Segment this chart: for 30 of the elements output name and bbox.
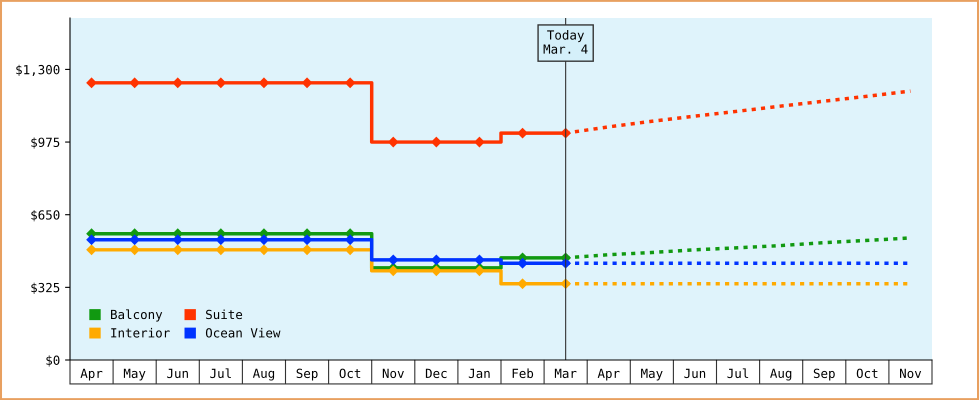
legend-label: Suite xyxy=(206,309,242,320)
y-tick-label: $650 xyxy=(31,210,60,222)
x-tick-label: Jul xyxy=(210,368,231,378)
x-tick-label: Aug xyxy=(252,368,274,380)
x-tick-label: Apr xyxy=(598,368,620,380)
x-tick-label: Nov xyxy=(382,368,404,378)
x-tick-label: Mar xyxy=(554,368,576,378)
x-tick-label: May xyxy=(124,368,146,380)
x-tick-label: Jun xyxy=(167,368,188,378)
legend-label: Interior xyxy=(111,328,170,338)
y-tick-label: $975 xyxy=(31,137,60,149)
legend-label: Ocean View xyxy=(206,328,280,338)
x-tick-label: Oct xyxy=(856,368,878,378)
x-tick-label: May xyxy=(641,368,663,380)
x-tick-label: Jul xyxy=(727,368,748,378)
legend-label: Balcony xyxy=(111,309,162,322)
x-tick-label: Dec xyxy=(426,368,447,378)
x-tick-label: Sep xyxy=(814,368,835,380)
x-tick-label: Sep xyxy=(296,368,318,380)
y-tick-label: $0 xyxy=(46,355,60,367)
x-tick-label: Nov xyxy=(900,368,922,378)
y-tick-label: $325 xyxy=(31,282,60,294)
ref-line-label: Today Mar. 4 xyxy=(544,30,588,54)
x-tick-label: Jan xyxy=(468,368,490,378)
x-tick-label: Apr xyxy=(80,368,102,380)
y-tick-label: $1,300 xyxy=(16,64,60,76)
x-tick-label: Jun xyxy=(684,368,706,378)
x-tick-label: Aug xyxy=(770,368,792,380)
x-tick-label: Feb xyxy=(512,368,534,378)
x-tick-label: Oct xyxy=(340,368,360,378)
